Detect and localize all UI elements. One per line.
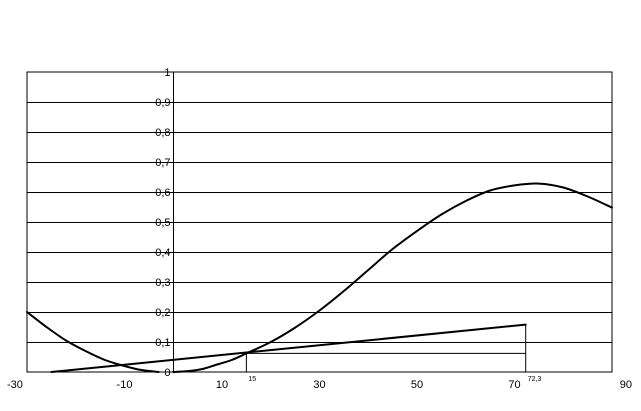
y-tick-label: 0 — [164, 367, 170, 379]
series-layer — [26, 182, 613, 373]
x-tick-label: 70 — [508, 379, 520, 391]
series-line-2 — [50, 323, 527, 373]
annotation-label-1: 72,3 — [528, 376, 542, 383]
x-tick-label: -30 — [7, 379, 23, 391]
x-tick-label: -10 — [117, 379, 133, 391]
x-tick-label: 10 — [216, 379, 228, 391]
y-tick-label: 0,7 — [155, 157, 170, 169]
x-tick-label: 90 — [620, 379, 632, 391]
series-line-1 — [172, 182, 613, 373]
y-tick-label: 0,4 — [155, 247, 170, 259]
series-line-0 — [26, 311, 160, 373]
y-tick-label: 0,6 — [155, 187, 170, 199]
y-tick-label: 0,8 — [155, 127, 170, 139]
y-tick-label: 1 — [164, 67, 170, 79]
plot-frame — [26, 71, 613, 373]
label-layer: 0 0,1 0,2 0,3 0,4 0,5 0,6 0,7 0,8 0,9 1 -30 -10 10 30 5… — [7, 67, 632, 391]
y-tick-label: 0,3 — [155, 277, 170, 289]
y-tick-label: 0,9 — [155, 97, 170, 109]
y-tick-label: 0,5 — [155, 217, 170, 229]
grid-layer — [27, 102, 612, 343]
x-tick-label: 50 — [411, 379, 423, 391]
x-tick-label: 30 — [313, 379, 325, 391]
axis-layer — [26, 71, 613, 373]
annotation-label-0: 15 — [248, 376, 256, 383]
y-tick-label: 0,2 — [155, 307, 170, 319]
y-tick-label: 0,1 — [155, 337, 170, 349]
